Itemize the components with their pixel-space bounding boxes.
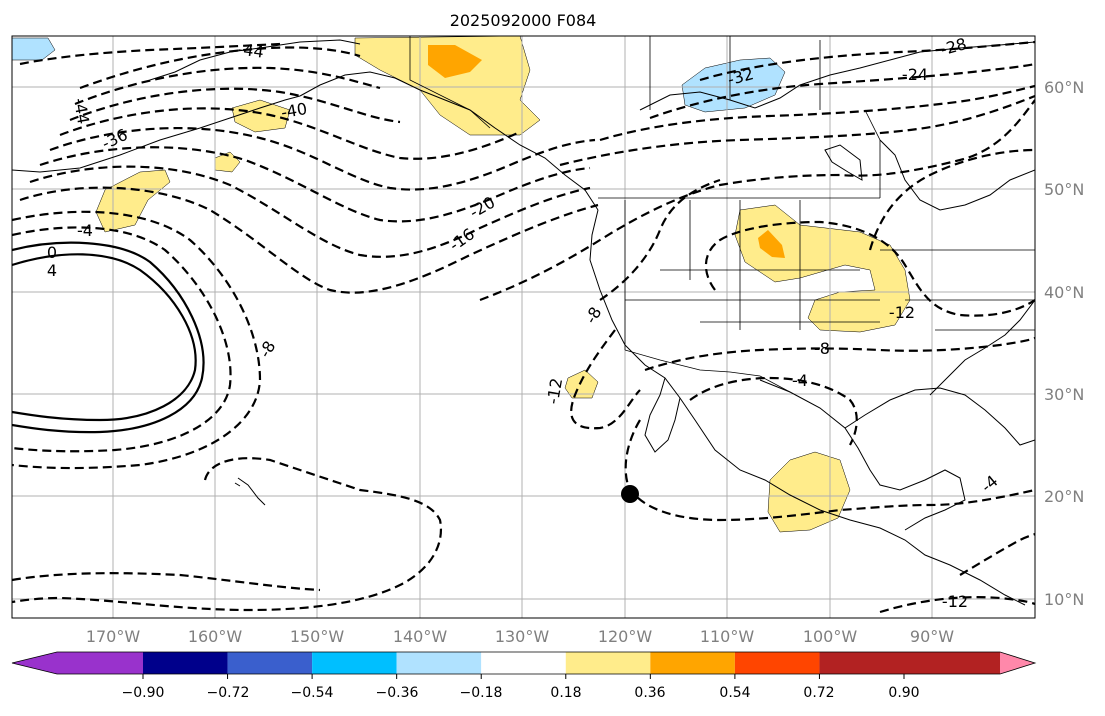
contour-label: -8 — [814, 339, 830, 358]
map-frame — [11, 35, 1036, 619]
colorbar-segment — [734, 652, 820, 674]
lon-label: 130°W — [495, 627, 550, 646]
contour-label: -4 — [792, 371, 808, 390]
contour-label: -40 — [280, 99, 309, 122]
shaded-positive-bering — [231, 99, 291, 133]
colorbar-segment — [819, 652, 904, 674]
colorbar-segment — [396, 652, 482, 674]
colorbar-tick-label: 0.72 — [803, 685, 834, 701]
colorbar-segment — [312, 652, 397, 674]
colorbar — [11, 651, 1037, 679]
lat-label: 60°N — [1044, 78, 1084, 97]
colorbar-tick-label: 0.54 — [719, 685, 750, 701]
contour-label: -44 — [237, 39, 266, 61]
lon-label: 90°W — [910, 627, 954, 646]
borders — [409, 36, 1035, 393]
colorbar-tick-label: 0.36 — [634, 685, 665, 701]
shaded-negative-corner — [12, 37, 56, 61]
shaded-positive-nw-pacific — [95, 169, 171, 233]
coastlines — [12, 39, 1035, 606]
shaded-positive-baja — [564, 369, 599, 399]
colorbar-outline — [11, 651, 1037, 675]
colorbar-tick-label: −0.36 — [376, 685, 419, 701]
colorbar-tick-label: −0.18 — [460, 685, 503, 701]
colorbar-tick-label: 0.90 — [888, 685, 919, 701]
colorbar-segment — [227, 652, 313, 674]
lon-label: 150°W — [290, 627, 345, 646]
contours — [12, 40, 1035, 614]
colorbar-tick-label: −0.54 — [291, 685, 334, 701]
lat-label: 50°N — [1044, 180, 1084, 199]
contour-label: -12 — [942, 592, 968, 611]
contour-label: -44 — [70, 97, 93, 126]
contour-label: -24 — [902, 65, 928, 84]
colorbar-extend-low — [12, 652, 57, 674]
longitude-labels: 170°W 160°W 150°W 140°W 130°W 120°W 110°… — [86, 627, 954, 646]
shaded-negative-canada — [681, 57, 786, 113]
latitude-labels: 60°N 50°N 40°N 30°N 20°N 10°N — [1044, 78, 1084, 609]
colorbar-tick-label: 0.18 — [550, 685, 581, 701]
lon-label: 160°W — [188, 627, 243, 646]
lon-label: 100°W — [803, 627, 858, 646]
contour-label: 0 — [47, 243, 57, 262]
lat-label: 40°N — [1044, 283, 1084, 302]
shaded-positive-alaska — [354, 36, 541, 136]
contour-label: -12 — [889, 303, 915, 322]
contour-label: 4 — [47, 261, 57, 280]
colorbar-extend-high — [1000, 652, 1035, 674]
lat-label: 30°N — [1044, 385, 1084, 404]
lon-label: 170°W — [86, 627, 141, 646]
figure-title: 2025092000 F084 — [450, 11, 597, 30]
colorbar-tick-labels: −0.90 −0.72 −0.54 −0.36 −0.18 0.18 0.36 … — [122, 685, 920, 701]
colorbar-segment — [57, 652, 143, 674]
colorbar-segment — [904, 652, 1000, 674]
map-panel — [12, 36, 1035, 618]
lon-label: 120°W — [598, 627, 653, 646]
shaded-strong-plains — [758, 230, 785, 258]
contour-label: -4 — [77, 221, 93, 240]
lon-label: 140°W — [393, 627, 448, 646]
colorbar-segment — [650, 652, 735, 674]
lat-label: 10°N — [1044, 590, 1084, 609]
colorbar-segment — [143, 652, 228, 674]
colorbar-segment — [481, 652, 566, 674]
colorbar-tick-label: −0.90 — [122, 685, 165, 701]
colorbar-tick-label: −0.72 — [207, 685, 250, 701]
shaded-strong-alaska — [428, 45, 482, 78]
colorbar-segment — [565, 652, 651, 674]
contour-label: -12 — [543, 377, 566, 406]
lon-label: 110°W — [700, 627, 755, 646]
location-marker[interactable] — [621, 485, 639, 503]
lat-label: 20°N — [1044, 487, 1084, 506]
